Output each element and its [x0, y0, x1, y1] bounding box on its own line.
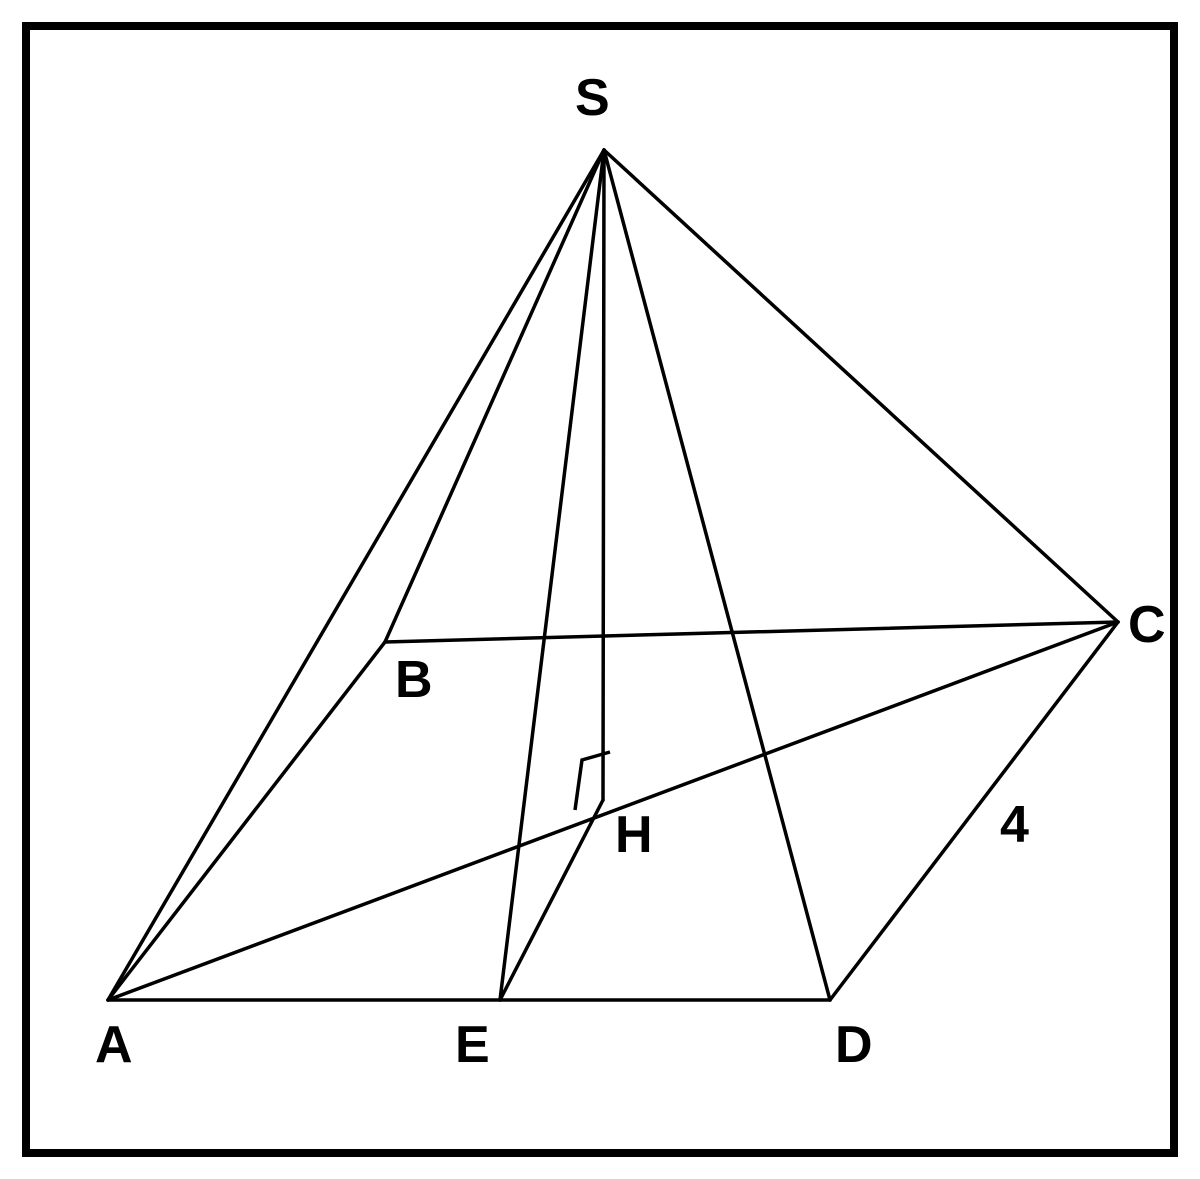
label-B: B — [395, 650, 433, 710]
pyramid-diagram — [0, 0, 1200, 1179]
label-S: S — [575, 68, 610, 128]
label-H: H — [615, 805, 653, 865]
label-D: D — [835, 1015, 873, 1075]
edge-label-CD: 4 — [1000, 795, 1029, 855]
label-A: A — [95, 1015, 133, 1075]
label-E: E — [455, 1015, 490, 1075]
label-C: C — [1128, 595, 1166, 655]
